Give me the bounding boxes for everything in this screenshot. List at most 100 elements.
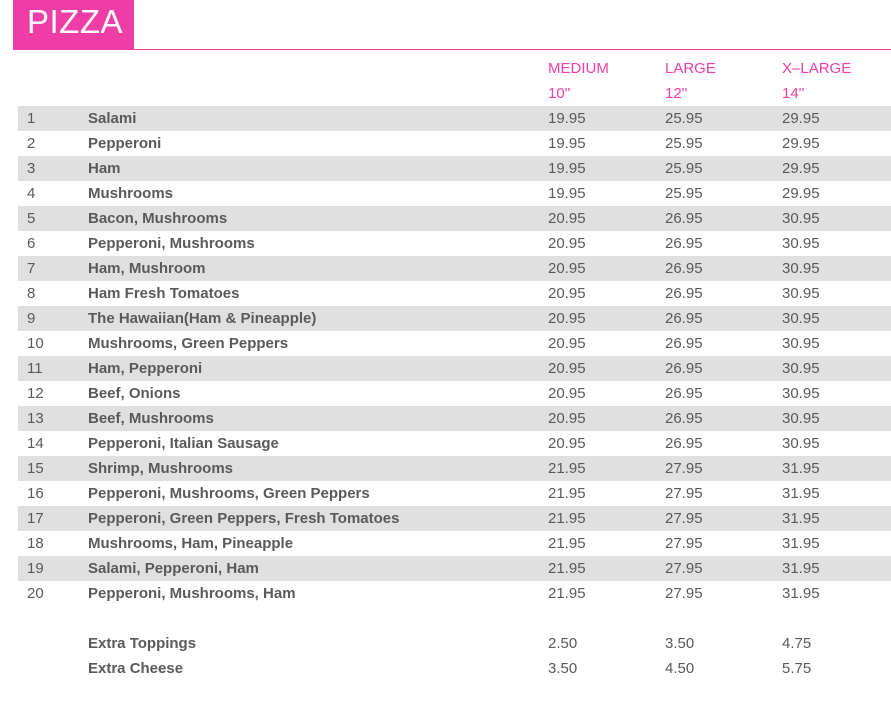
price-xlarge: 31.95 [782, 535, 820, 552]
price-xlarge: 30.95 [782, 285, 820, 302]
price-medium: 21.95 [548, 560, 586, 577]
price-medium: 19.95 [548, 185, 586, 202]
price-medium: 19.95 [548, 160, 586, 177]
price-xlarge: 30.95 [782, 360, 820, 377]
price-large: 27.95 [665, 560, 703, 577]
table-row: 2 Pepperoni 19.95 25.95 29.95 [18, 131, 891, 156]
item-name: Ham Fresh Tomatoes [88, 285, 240, 302]
price-xlarge: 30.95 [782, 435, 820, 452]
price-xlarge: 30.95 [782, 310, 820, 327]
item-number: 5 [27, 210, 36, 227]
item-number: 17 [27, 510, 44, 527]
price-xlarge: 29.95 [782, 110, 820, 127]
header-medium: MEDIUM [548, 60, 609, 77]
price-xlarge: 31.95 [782, 485, 820, 502]
size-inches-header: 10'' 12'' 14'' [0, 81, 891, 106]
price-large: 27.95 [665, 535, 703, 552]
price-large: 26.95 [665, 360, 703, 377]
price-large: 26.95 [665, 410, 703, 427]
price-large: 26.95 [665, 260, 703, 277]
price-medium: 20.95 [548, 235, 586, 252]
item-number: 14 [27, 435, 44, 452]
item-name: Beef, Onions [88, 385, 181, 402]
price-large: 26.95 [665, 385, 703, 402]
table-row: 9 The Hawaiian(Ham & Pineapple) 20.95 26.95… [18, 306, 891, 331]
price-medium: 20.95 [548, 410, 586, 427]
table-row: 17 Pepperoni, Green Peppers, Fresh Tomato… [18, 506, 891, 531]
table-row: 4 Mushrooms 19.95 25.95 29.95 [18, 181, 891, 206]
pizza-price-table: 1 Salami 19.95 25.95 29.95 2 Pepperoni 19.95 25.… [18, 106, 891, 606]
price-medium: 19.95 [548, 110, 586, 127]
size-name-header: MEDIUM LARGE X–LARGE [0, 56, 891, 81]
price-medium: 20.95 [548, 360, 586, 377]
price-medium: 21.95 [548, 585, 586, 602]
item-name: Salami, Pepperoni, Ham [88, 560, 259, 577]
item-name: Mushrooms [88, 185, 174, 202]
price-xlarge: 31.95 [782, 460, 820, 477]
item-name: Pepperoni, Italian Sausage [88, 435, 279, 452]
price-large: 27.95 [665, 510, 703, 527]
extra-price-xlarge: 4.75 [782, 635, 812, 652]
header-xlarge-inches: 14'' [782, 85, 805, 102]
item-name: Ham, Mushroom [88, 260, 206, 277]
price-xlarge: 31.95 [782, 560, 820, 577]
extra-name: Extra Cheese [88, 660, 184, 677]
item-name: Ham, Pepperoni [88, 360, 203, 377]
price-xlarge: 29.95 [782, 160, 820, 177]
item-name: Pepperoni, Mushrooms [88, 235, 255, 252]
item-name: Mushrooms, Green Peppers [88, 335, 289, 352]
price-xlarge: 29.95 [782, 135, 820, 152]
price-large: 27.95 [665, 485, 703, 502]
price-large: 25.95 [665, 110, 703, 127]
item-number: 2 [27, 135, 36, 152]
price-large: 26.95 [665, 285, 703, 302]
header-xlarge: X–LARGE [782, 60, 852, 77]
item-number: 18 [27, 535, 44, 552]
table-row: 11 Ham, Pepperoni 20.95 26.95 30.95 [18, 356, 891, 381]
price-medium: 21.95 [548, 510, 586, 527]
table-row: 7 Ham, Mushroom 20.95 26.95 30.95 [18, 256, 891, 281]
item-name: Pepperoni, Mushrooms, Green Peppers [88, 485, 370, 502]
item-name: Pepperoni, Mushrooms, Ham [88, 585, 296, 602]
extras-row: Extra Toppings 2.50 3.50 4.75 [18, 631, 891, 656]
price-large: 26.95 [665, 235, 703, 252]
price-medium: 20.95 [548, 385, 586, 402]
item-name: The Hawaiian(Ham & Pineapple) [88, 310, 317, 327]
table-row: 5 Bacon, Mushrooms 20.95 26.95 30.95 [18, 206, 891, 231]
price-xlarge: 30.95 [782, 260, 820, 277]
item-number: 20 [27, 585, 44, 602]
item-number: 13 [27, 410, 44, 427]
item-number: 19 [27, 560, 44, 577]
price-medium: 19.95 [548, 135, 586, 152]
price-medium: 20.95 [548, 285, 586, 302]
table-row: 12 Beef, Onions 20.95 26.95 30.95 [18, 381, 891, 406]
price-xlarge: 31.95 [782, 510, 820, 527]
extra-name: Extra Toppings [88, 635, 197, 652]
title-divider [13, 49, 891, 50]
price-large: 26.95 [665, 335, 703, 352]
price-medium: 20.95 [548, 435, 586, 452]
table-row: 19 Salami, Pepperoni, Ham 21.95 27.95 31.95 [18, 556, 891, 581]
item-name: Shrimp, Mushrooms [88, 460, 234, 477]
price-large: 27.95 [665, 460, 703, 477]
item-name: Ham [88, 160, 121, 177]
item-name: Bacon, Mushrooms [88, 210, 228, 227]
header-large-inches: 12'' [665, 85, 688, 102]
price-medium: 20.95 [548, 210, 586, 227]
price-large: 27.95 [665, 585, 703, 602]
item-number: 7 [27, 260, 36, 277]
price-xlarge: 30.95 [782, 335, 820, 352]
extra-price-large: 3.50 [665, 635, 695, 652]
table-row: 18 Mushrooms, Ham, Pineapple 21.95 27.95 31.… [18, 531, 891, 556]
price-large: 26.95 [665, 210, 703, 227]
extra-price-xlarge: 5.75 [782, 660, 812, 677]
price-large: 26.95 [665, 310, 703, 327]
header-medium-inches: 10'' [548, 85, 571, 102]
item-name: Beef, Mushrooms [88, 410, 214, 427]
price-medium: 20.95 [548, 310, 586, 327]
table-row: 3 Ham 19.95 25.95 29.95 [18, 156, 891, 181]
item-name: Mushrooms, Ham, Pineapple [88, 535, 294, 552]
price-medium: 21.95 [548, 535, 586, 552]
item-number: 16 [27, 485, 44, 502]
price-large: 25.95 [665, 135, 703, 152]
